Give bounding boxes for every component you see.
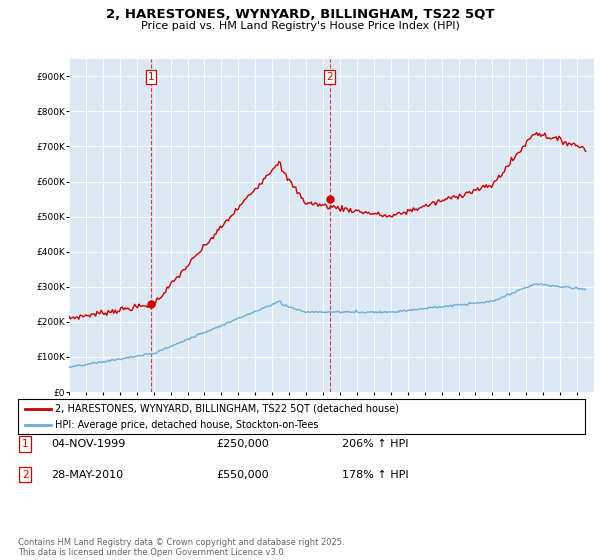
Text: 04-NOV-1999: 04-NOV-1999 (51, 439, 125, 449)
Text: 1: 1 (148, 72, 154, 82)
Text: 1: 1 (22, 439, 29, 449)
Text: HPI: Average price, detached house, Stockton-on-Tees: HPI: Average price, detached house, Stoc… (55, 421, 319, 430)
Text: 2, HARESTONES, WYNYARD, BILLINGHAM, TS22 5QT (detached house): 2, HARESTONES, WYNYARD, BILLINGHAM, TS22… (55, 404, 399, 414)
Text: 28-MAY-2010: 28-MAY-2010 (51, 470, 123, 480)
Text: Price paid vs. HM Land Registry's House Price Index (HPI): Price paid vs. HM Land Registry's House … (140, 21, 460, 31)
Text: £550,000: £550,000 (216, 470, 269, 480)
Text: 2, HARESTONES, WYNYARD, BILLINGHAM, TS22 5QT: 2, HARESTONES, WYNYARD, BILLINGHAM, TS22… (106, 8, 494, 21)
Text: 2: 2 (326, 72, 333, 82)
Text: 206% ↑ HPI: 206% ↑ HPI (342, 439, 409, 449)
Text: Contains HM Land Registry data © Crown copyright and database right 2025.
This d: Contains HM Land Registry data © Crown c… (18, 538, 344, 557)
Text: 2: 2 (22, 470, 29, 480)
Text: 178% ↑ HPI: 178% ↑ HPI (342, 470, 409, 480)
Text: £250,000: £250,000 (216, 439, 269, 449)
